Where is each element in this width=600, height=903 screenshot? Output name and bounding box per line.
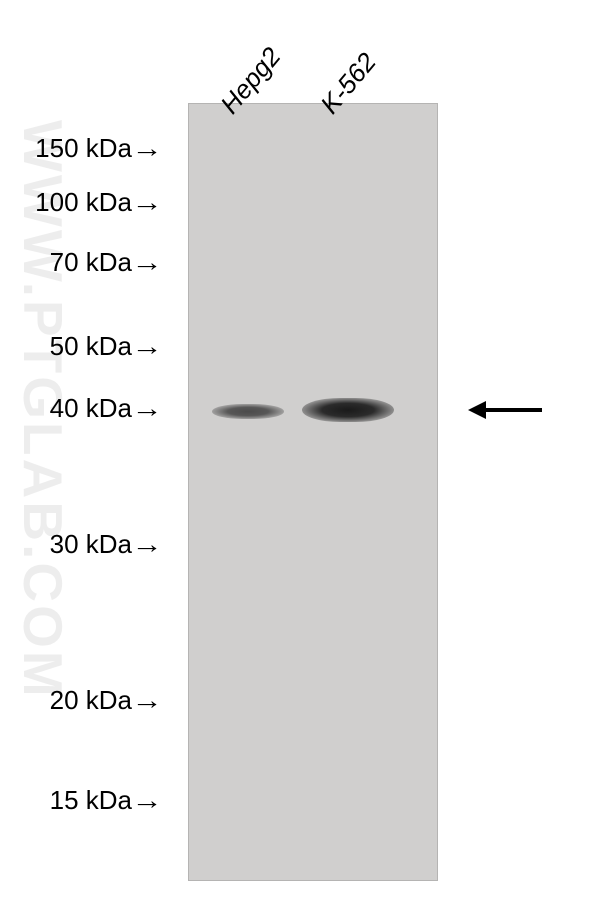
arrow-right-icon: →	[131, 395, 162, 421]
mw-marker: 20 kDa→	[0, 687, 160, 713]
mw-value: 15 kDa	[50, 785, 132, 815]
mw-marker: 40 kDa→	[0, 395, 160, 421]
arrow-right-icon: →	[131, 531, 162, 557]
mw-value: 150 kDa	[35, 133, 132, 163]
mw-marker: 100 kDa→	[0, 189, 160, 215]
arrow-left-icon	[466, 398, 544, 422]
mw-marker: 30 kDa→	[0, 531, 160, 557]
band-indicator-arrow	[466, 398, 544, 422]
mw-marker: 70 kDa→	[0, 249, 160, 275]
blot-figure: WWW.PTGLAB.COM Hepg2 K-562 150 kDa→ 100 …	[0, 0, 600, 903]
mw-value: 100 kDa	[35, 187, 132, 217]
arrow-right-icon: →	[131, 189, 162, 215]
mw-value: 70 kDa	[50, 247, 132, 277]
arrow-right-icon: →	[131, 249, 162, 275]
mw-value: 50 kDa	[50, 331, 132, 361]
blot-membrane	[188, 103, 438, 881]
arrow-right-icon: →	[131, 333, 162, 359]
mw-value: 40 kDa	[50, 393, 132, 423]
mw-value: 30 kDa	[50, 529, 132, 559]
arrow-right-icon: →	[131, 687, 162, 713]
arrow-right-icon: →	[131, 135, 162, 161]
mw-marker: 50 kDa→	[0, 333, 160, 359]
mw-marker: 15 kDa→	[0, 787, 160, 813]
mw-value: 20 kDa	[50, 685, 132, 715]
protein-band	[302, 398, 394, 422]
arrow-right-icon: →	[131, 787, 162, 813]
protein-band	[212, 404, 284, 419]
mw-marker: 150 kDa→	[0, 135, 160, 161]
